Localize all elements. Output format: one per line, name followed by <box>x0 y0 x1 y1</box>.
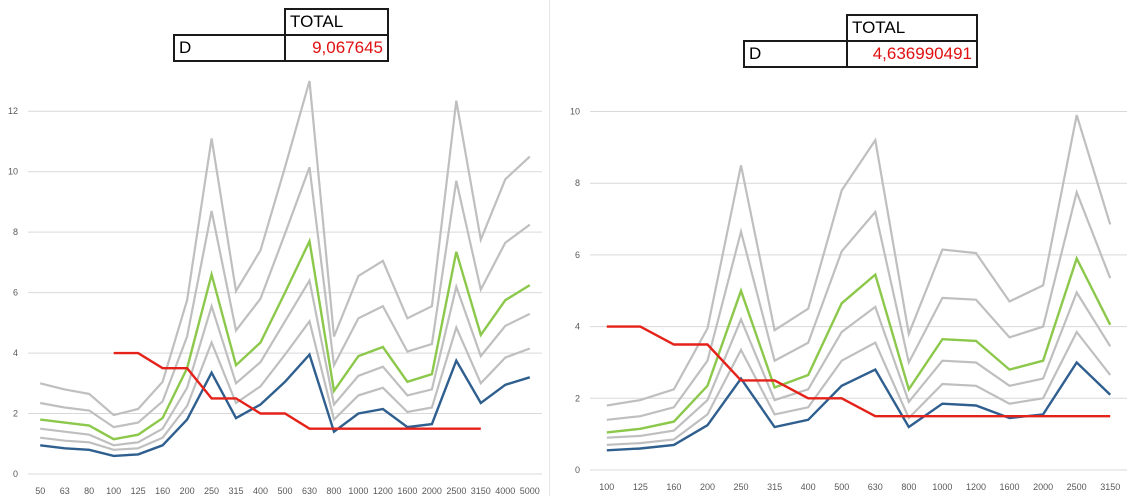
y-tick-label: 2 <box>575 393 580 403</box>
x-tick-label: 2500 <box>1067 482 1087 492</box>
x-tick-label: 1200 <box>373 486 393 496</box>
x-tick-label: 5000 <box>520 486 540 496</box>
y-tick-label: 0 <box>13 469 18 479</box>
x-tick-label: 100 <box>599 482 614 492</box>
x-tick-label: 2500 <box>446 486 466 496</box>
table-corner-cell <box>174 9 286 35</box>
x-tick-label: 315 <box>767 482 782 492</box>
row-label: D <box>173 34 286 62</box>
series-line-gray <box>606 290 1112 439</box>
x-tick-label: 160 <box>155 486 170 496</box>
x-tick-label: 1200 <box>966 482 986 492</box>
total-value: 4,636990491 <box>846 40 978 68</box>
series-line-gray <box>606 329 1112 446</box>
x-tick-label: 125 <box>131 486 146 496</box>
series-line-red <box>113 351 481 430</box>
x-tick-label: 800 <box>901 482 916 492</box>
x-tick-label: 125 <box>633 482 648 492</box>
series-line-green <box>40 237 531 441</box>
series-line-red <box>606 325 1111 418</box>
x-tick-label: 250 <box>204 486 219 496</box>
x-tick-label: 250 <box>734 482 749 492</box>
y-tick-label: 8 <box>13 227 18 237</box>
series-line-gray <box>40 166 531 429</box>
x-tick-label: 630 <box>302 486 317 496</box>
table-corner-cell <box>744 15 848 41</box>
y-tick-label: 4 <box>575 322 580 332</box>
total-header: TOTAL <box>846 14 978 42</box>
x-tick-label: 2000 <box>422 486 442 496</box>
x-tick-label: 1000 <box>932 482 952 492</box>
total-table-left: TOTAL D 9,067645 <box>173 8 389 62</box>
series-line-gray <box>39 80 531 417</box>
x-tick-label: 160 <box>666 482 681 492</box>
series-line-gray <box>40 277 531 447</box>
x-tick-label: 3150 <box>471 486 491 496</box>
series-line-gray <box>606 114 1112 407</box>
x-tick-label: 50 <box>35 486 45 496</box>
series-line-blue <box>40 352 531 458</box>
right-panel: TOTAL D 4,636990491 0 2 4 6 8 10 100 125 160 200 2… <box>553 0 1129 496</box>
y-tick-label: 0 <box>575 465 580 475</box>
panel-divider <box>549 0 550 496</box>
x-tick-label: 630 <box>868 482 883 492</box>
x-tick-label: 80 <box>84 486 94 496</box>
y-tick-label: 4 <box>13 348 18 358</box>
x-tick-label: 200 <box>180 486 195 496</box>
x-tick-label: 800 <box>326 486 341 496</box>
x-tick-label: 315 <box>229 486 244 496</box>
y-tick-label: 6 <box>13 288 18 298</box>
series-line-gray <box>40 318 531 451</box>
x-tick-label: 63 <box>60 486 70 496</box>
x-tick-label: 1000 <box>348 486 368 496</box>
y-tick-label: 10 <box>8 167 18 177</box>
total-value: 9,067645 <box>284 34 389 62</box>
y-tick-label: 2 <box>13 409 18 419</box>
x-tick-label: 1600 <box>397 486 417 496</box>
x-tick-label: 1600 <box>1000 482 1020 492</box>
y-tick-label: 6 <box>575 250 580 260</box>
x-tick-label: 4000 <box>495 486 515 496</box>
x-tick-label: 500 <box>277 486 292 496</box>
line-chart-left: 0 2 4 6 8 10 12 50 63 80 100 125 160 200 250 315 400 500 6… <box>8 80 542 496</box>
row-label: D <box>743 40 848 68</box>
x-tick-label: 200 <box>700 482 715 492</box>
x-tick-label: 500 <box>834 482 849 492</box>
total-table-right: TOTAL D 4,636990491 <box>743 14 978 68</box>
series-line-green <box>606 255 1112 434</box>
x-tick-label: 100 <box>106 486 121 496</box>
x-tick-label: 3150 <box>1100 482 1120 492</box>
total-header: TOTAL <box>284 8 389 36</box>
y-tick-label: 12 <box>8 106 18 116</box>
line-chart-right: 0 2 4 6 8 10 100 125 160 200 250 315 400 500 630 800 100… <box>570 107 1127 492</box>
x-tick-label: 400 <box>253 486 268 496</box>
x-tick-label: 400 <box>801 482 816 492</box>
x-tick-label: 2000 <box>1033 482 1053 492</box>
y-tick-label: 10 <box>570 107 580 117</box>
y-tick-label: 8 <box>575 178 580 188</box>
left-panel: TOTAL D 9,067645 0 2 4 6 8 10 12 50 63 80 100 125 16… <box>0 0 545 496</box>
series-line-gray <box>606 188 1112 421</box>
